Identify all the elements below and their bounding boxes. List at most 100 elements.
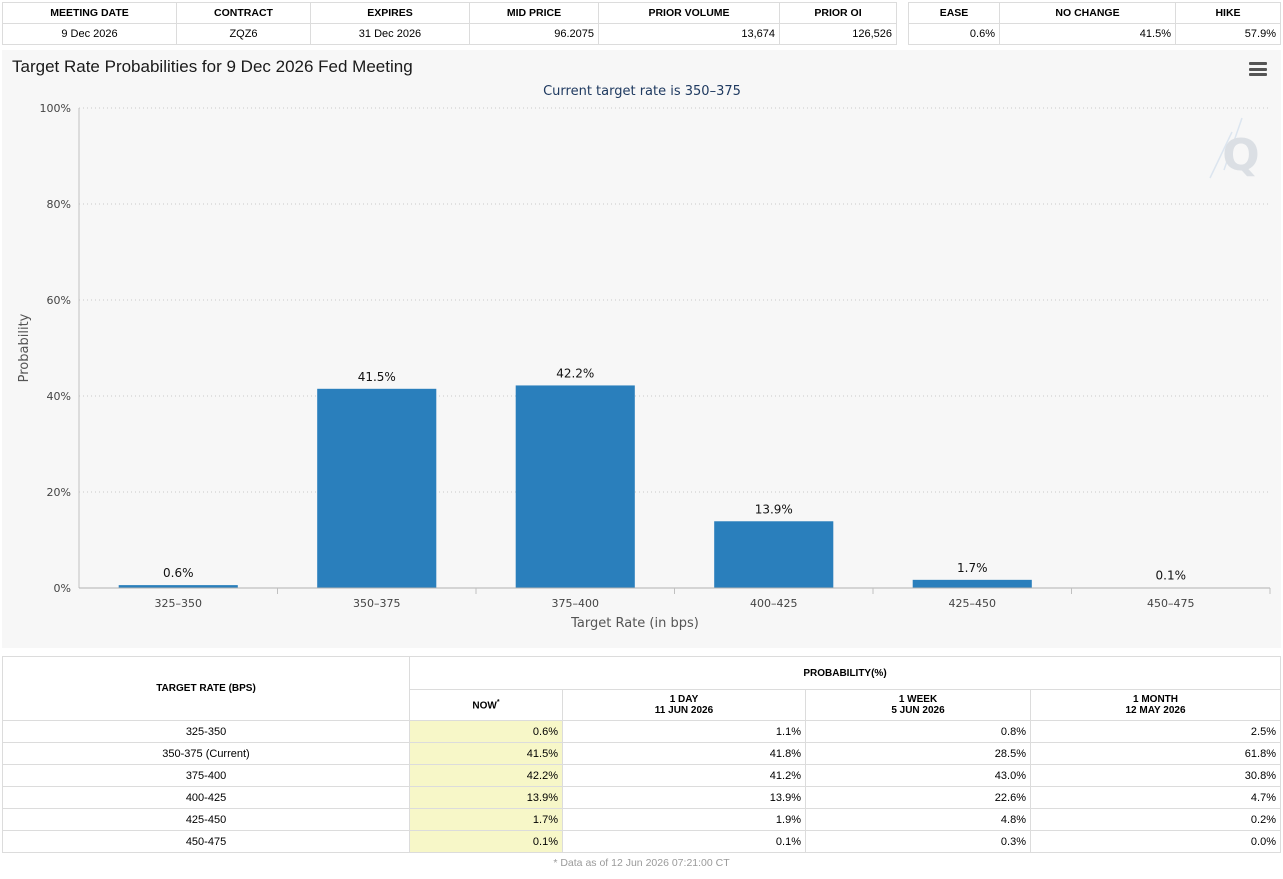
one-week-prob-cell: 22.6% <box>805 786 1031 809</box>
now-prob-cell: 41.5% <box>409 742 563 765</box>
svg-text:Q: Q <box>1222 130 1259 181</box>
column-header: MID PRICE <box>469 2 599 24</box>
table-row: 325-350 0.6% 1.1% 0.8% 2.5% <box>2 720 1281 743</box>
one-month-prob-cell: 2.5% <box>1030 720 1281 743</box>
one-day-column-header: 1 DAY 11 JUN 2026 <box>562 689 806 721</box>
table-row: 450-475 0.1% 0.1% 0.3% 0.0% <box>2 830 1281 853</box>
chart-panel: 0% 20% 40% 60% 80% 100% 0.6% 41.5% 42.2% 13.9% 1.… <box>2 50 1281 648</box>
x-tick-label: 425–450 <box>949 597 997 610</box>
one-day-prob-cell: 1.1% <box>562 720 806 743</box>
summary-row: 0.6% 41.5% 57.9% <box>908 23 1281 45</box>
no-change-cell: 41.5% <box>999 23 1176 45</box>
x-tick-label: 325–350 <box>155 597 203 610</box>
summary-header-row: EASE NO CHANGE HIKE <box>908 2 1281 24</box>
now-column-header: NOW* <box>409 689 563 721</box>
bar-value-label: 0.1% <box>1156 569 1187 583</box>
probability-header: PROBABILITY(%) <box>409 656 1281 690</box>
chart-title: Target Rate Probabilities for 9 Dec 2026… <box>12 57 413 76</box>
bar[interactable] <box>515 385 635 588</box>
meeting-date-cell: 9 Dec 2026 <box>2 23 177 45</box>
one-day-prob-cell: 1.9% <box>562 808 806 831</box>
one-week-prob-cell: 4.8% <box>805 808 1031 831</box>
bar-value-label: 0.6% <box>163 566 194 580</box>
y-tick-label: 60% <box>47 294 71 307</box>
one-month-prob-cell: 0.2% <box>1030 808 1281 831</box>
one-week-prob-cell: 0.3% <box>805 830 1031 853</box>
table-row: 350-375 (Current) 41.5% 41.8% 28.5% 61.8% <box>2 742 1281 765</box>
bar[interactable] <box>912 579 1032 588</box>
y-tick-label: 80% <box>47 198 71 211</box>
prior-oi-cell: 126,526 <box>779 23 897 45</box>
x-tick-label: 350–375 <box>353 597 401 610</box>
axes: 325–350 350–375 375–400 400–425 425–450 450–4… <box>78 108 1271 610</box>
one-week-prob-cell: 43.0% <box>805 764 1031 787</box>
now-prob-cell: 13.9% <box>409 786 563 809</box>
data-as-of-footnote: * Data as of 12 Jun 2026 07:21:00 CT <box>553 857 730 869</box>
probability-summary-table: EASE NO CHANGE HIKE 0.6% 41.5% 57.9% <box>908 2 1281 45</box>
now-prob-cell: 42.2% <box>409 764 563 787</box>
y-axis-title: Probability <box>17 313 32 382</box>
bars: 0.6% 41.5% 42.2% 13.9% 1.7% 0.1% <box>118 366 1231 588</box>
contract-cell: ZQZ6 <box>176 23 311 45</box>
bar[interactable] <box>714 521 834 588</box>
table-row: 425-450 1.7% 1.9% 4.8% 0.2% <box>2 808 1281 831</box>
now-prob-cell: 0.1% <box>409 830 563 853</box>
x-tick-label: 375–400 <box>552 597 600 610</box>
one-day-prob-cell: 41.2% <box>562 764 806 787</box>
meeting-info-header-row: MEETING DATE CONTRACT EXPIRES MID PRICE … <box>2 2 897 24</box>
bar[interactable] <box>118 585 238 588</box>
chart-subtitle: Current target rate is 350–375 <box>543 84 741 99</box>
one-month-prob-cell: 61.8% <box>1030 742 1281 765</box>
target-rate-cell: 450-475 <box>2 830 410 853</box>
one-day-prob-cell: 0.1% <box>562 830 806 853</box>
bar[interactable] <box>317 388 437 588</box>
x-tick-label: 400–425 <box>750 597 798 610</box>
target-rate-cell: 325-350 <box>2 720 410 743</box>
mid-price-cell: 96.2075 <box>469 23 599 45</box>
one-day-prob-cell: 41.8% <box>562 742 806 765</box>
bar-value-label: 42.2% <box>556 366 594 380</box>
bar-value-label: 41.5% <box>358 370 396 384</box>
target-rate-cell: 350-375 (Current) <box>2 742 410 765</box>
grid-lines: 0% 20% 40% 60% 80% 100% <box>40 102 1270 595</box>
column-header: HIKE <box>1175 2 1281 24</box>
bar-value-label: 13.9% <box>755 502 793 516</box>
y-tick-label: 40% <box>47 390 71 403</box>
column-header: CONTRACT <box>176 2 311 24</box>
one-month-prob-cell: 30.8% <box>1030 764 1281 787</box>
footnote-row: * Data as of 12 Jun 2026 07:21:00 CT <box>3 853 1281 874</box>
now-prob-cell: 1.7% <box>409 808 563 831</box>
column-header: MEETING DATE <box>2 2 177 24</box>
target-rate-cell: 375-400 <box>2 764 410 787</box>
watermark-logo: Q <box>1209 117 1260 181</box>
history-header-row-1: TARGET RATE (BPS) PROBABILITY(%) <box>2 656 1281 721</box>
chart-menu-icon[interactable] <box>1249 62 1267 76</box>
column-header: NO CHANGE <box>999 2 1176 24</box>
y-tick-label: 0% <box>54 582 71 595</box>
y-tick-label: 20% <box>47 486 71 499</box>
one-month-prob-cell: 4.7% <box>1030 786 1281 809</box>
one-month-prob-cell: 0.0% <box>1030 830 1281 853</box>
x-tick-label: 450–475 <box>1147 597 1195 610</box>
target-rate-cell: 400-425 <box>2 786 410 809</box>
prior-volume-cell: 13,674 <box>598 23 780 45</box>
column-header: PRIOR VOLUME <box>598 2 780 24</box>
target-rate-cell: 425-450 <box>2 808 410 831</box>
table-row: 400-425 13.9% 13.9% 22.6% 4.7% <box>2 786 1281 809</box>
meeting-info-table: MEETING DATE CONTRACT EXPIRES MID PRICE … <box>2 2 897 45</box>
column-header: PRIOR OI <box>779 2 897 24</box>
ease-cell: 0.6% <box>908 23 1000 45</box>
now-prob-cell: 0.6% <box>409 720 563 743</box>
meeting-info-row: 9 Dec 2026 ZQZ6 31 Dec 2026 96.2075 13,6… <box>2 23 897 45</box>
one-week-prob-cell: 0.8% <box>805 720 1031 743</box>
target-rate-header: TARGET RATE (BPS) <box>2 656 410 721</box>
bar-chart: 0% 20% 40% 60% 80% 100% 0.6% 41.5% 42.2% 13.9% 1.… <box>17 84 1271 631</box>
column-header: EXPIRES <box>310 2 470 24</box>
y-tick-label: 100% <box>40 102 71 115</box>
one-week-prob-cell: 28.5% <box>805 742 1031 765</box>
bar-value-label: 1.7% <box>957 561 988 575</box>
x-axis-title: Target Rate (in bps) <box>570 616 699 631</box>
table-row: 375-400 42.2% 41.2% 43.0% 30.8% <box>2 764 1281 787</box>
column-header: EASE <box>908 2 1000 24</box>
one-day-prob-cell: 13.9% <box>562 786 806 809</box>
